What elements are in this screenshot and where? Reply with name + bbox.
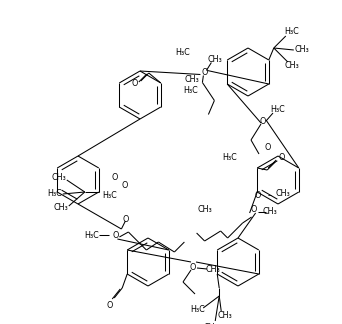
Text: CH₃: CH₃ [206, 265, 220, 274]
Text: H₃C: H₃C [48, 190, 62, 199]
Text: H₃C: H₃C [175, 48, 190, 57]
Text: CH₃: CH₃ [198, 205, 212, 214]
Text: H₃C: H₃C [183, 86, 198, 95]
Text: O: O [122, 214, 129, 224]
Text: CH₃: CH₃ [185, 75, 199, 85]
Text: O: O [265, 144, 271, 153]
Text: H₃C: H₃C [285, 28, 299, 37]
Text: O: O [122, 180, 128, 190]
Text: O: O [255, 191, 261, 201]
Text: –: – [268, 191, 272, 201]
Text: O: O [250, 204, 257, 214]
Text: O: O [112, 173, 118, 182]
Text: H₃C: H₃C [84, 230, 99, 239]
Text: CH₃: CH₃ [285, 62, 299, 71]
Text: CH₃: CH₃ [53, 203, 68, 213]
Text: O: O [278, 154, 285, 163]
Text: CH₃: CH₃ [207, 55, 222, 64]
Text: H₃C: H₃C [103, 191, 117, 201]
Text: H₃C: H₃C [190, 306, 205, 315]
Text: CH₃: CH₃ [218, 311, 233, 320]
Text: O: O [106, 300, 113, 309]
Text: CH₃: CH₃ [51, 173, 66, 182]
Text: O: O [201, 68, 208, 77]
Text: CH₃: CH₃ [294, 45, 309, 54]
Text: O: O [190, 263, 196, 272]
Text: CH₃: CH₃ [262, 206, 277, 215]
Text: H₃C: H₃C [223, 154, 237, 163]
Text: O: O [132, 79, 138, 88]
Text: H₃C: H₃C [271, 106, 285, 114]
Text: CH₃: CH₃ [276, 189, 290, 198]
Text: CH₃: CH₃ [204, 323, 219, 324]
Text: O: O [112, 230, 119, 239]
Text: O: O [260, 117, 266, 125]
